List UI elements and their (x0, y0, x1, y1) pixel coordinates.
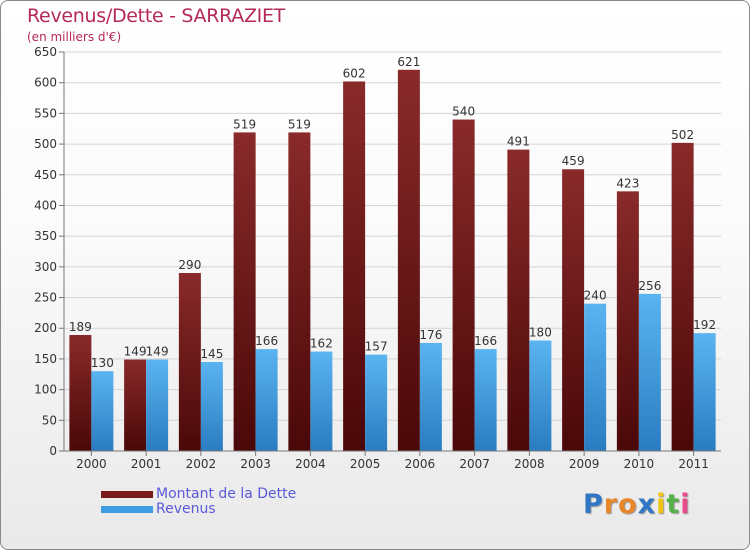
legend-swatch-revenus (101, 506, 153, 513)
legend-item-dette: Montant de la Dette (101, 486, 421, 502)
bar-dette-2003 (233, 132, 256, 451)
y-tick-label: 450 (34, 168, 57, 182)
y-tick-label: 600 (34, 76, 57, 90)
bar-dette-2002 (178, 272, 201, 451)
bar-revenus-2008 (529, 340, 552, 451)
bar-dette-2007 (452, 119, 475, 452)
data-label-dette-2007: 540 (452, 105, 475, 119)
y-tick-label: 0 (49, 444, 57, 458)
data-label-dette-2001: 149 (124, 345, 147, 359)
x-tick-label: 2001 (131, 457, 162, 471)
y-tick-label: 350 (34, 229, 57, 243)
data-label-dette-2011: 502 (671, 128, 694, 142)
data-label-revenus-2002: 145 (200, 347, 223, 361)
data-label-dette-2000: 189 (69, 320, 92, 334)
bar-revenus-2005 (365, 354, 388, 451)
x-tick-label: 2003 (240, 457, 271, 471)
data-label-dette-2002: 290 (178, 258, 201, 272)
y-tick-label: 250 (34, 291, 57, 305)
bar-dette-2005 (343, 81, 366, 452)
legend: Montant de la Dette Revenus (101, 486, 421, 517)
logo-letter: t (666, 489, 681, 520)
x-tick-label: 2006 (405, 457, 436, 471)
data-label-dette-2003: 519 (233, 117, 256, 131)
bar-revenus-2009 (584, 303, 607, 451)
data-label-dette-2008: 491 (507, 135, 530, 149)
data-label-dette-2006: 621 (397, 55, 420, 69)
data-label-revenus-2003: 166 (255, 334, 278, 348)
bar-dette-2006 (397, 69, 420, 451)
y-tick-label: 500 (34, 137, 57, 151)
bar-revenus-2003 (255, 349, 278, 451)
logo-letter: o (618, 489, 638, 520)
data-label-revenus-2000: 130 (91, 356, 114, 370)
chart-title: Revenus/Dette - SARRAZIET (27, 5, 285, 27)
data-label-revenus-2006: 176 (419, 328, 442, 342)
y-tick-label: 300 (34, 260, 57, 274)
y-tick-label: 650 (34, 45, 57, 59)
y-tick-label: 400 (34, 198, 57, 212)
bar-revenus-2006 (419, 342, 442, 451)
data-label-revenus-2009: 240 (584, 289, 607, 303)
logo-letter: x (637, 489, 657, 520)
x-tick-label: 2005 (350, 457, 381, 471)
data-label-dette-2005: 602 (343, 66, 366, 80)
bar-dette-2011 (671, 142, 694, 451)
data-label-dette-2010: 423 (616, 176, 639, 190)
y-tick-label: 50 (42, 413, 57, 427)
x-tick-label: 2002 (186, 457, 217, 471)
x-tick-label: 2010 (624, 457, 655, 471)
bar-revenus-2004 (310, 351, 333, 451)
bar-dette-2000 (69, 334, 92, 451)
bar-dette-2004 (288, 132, 311, 451)
bar-revenus-2007 (474, 349, 497, 451)
y-tick-label: 150 (34, 352, 57, 366)
data-label-dette-2009: 459 (562, 154, 585, 168)
chart-subtitle: (en milliers d'€) (27, 30, 122, 44)
bar-revenus-2002 (200, 361, 223, 451)
data-label-revenus-2007: 166 (474, 334, 497, 348)
x-tick-label: 2000 (76, 457, 107, 471)
legend-label-dette: Montant de la Dette (156, 486, 297, 502)
y-tick-label: 550 (34, 106, 57, 120)
x-tick-label: 2009 (569, 457, 600, 471)
bar-dette-2009 (562, 169, 585, 451)
bar-dette-2001 (124, 359, 147, 451)
y-tick-label: 100 (34, 383, 57, 397)
bar-revenus-2000 (91, 371, 114, 451)
legend-item-revenus: Revenus (101, 501, 421, 517)
data-label-revenus-2011: 192 (693, 318, 716, 332)
x-tick-label: 2007 (459, 457, 490, 471)
data-label-revenus-2010: 256 (638, 279, 661, 293)
logo-letter: i (680, 489, 691, 520)
bar-revenus-2010 (638, 293, 661, 451)
logo-letter: i (656, 489, 667, 520)
data-label-revenus-2008: 180 (529, 326, 552, 340)
data-label-revenus-2001: 149 (146, 345, 169, 359)
data-label-revenus-2004: 162 (310, 337, 333, 351)
y-tick-label: 200 (34, 321, 57, 335)
data-label-revenus-2005: 157 (365, 340, 388, 354)
proxiti-logo: Proxiti (583, 489, 691, 520)
bar-revenus-2001 (146, 359, 169, 451)
x-tick-label: 2011 (678, 457, 709, 471)
logo-letter: P (583, 489, 604, 520)
x-tick-label: 2008 (514, 457, 545, 471)
legend-swatch-dette (101, 491, 153, 498)
bar-dette-2008 (507, 149, 530, 451)
logo-letter: r (603, 489, 619, 520)
bar-revenus-2011 (693, 333, 716, 451)
legend-label-revenus: Revenus (156, 501, 216, 517)
x-tick-label: 2004 (295, 457, 326, 471)
bar-dette-2010 (616, 191, 639, 451)
data-label-dette-2004: 519 (288, 117, 311, 131)
